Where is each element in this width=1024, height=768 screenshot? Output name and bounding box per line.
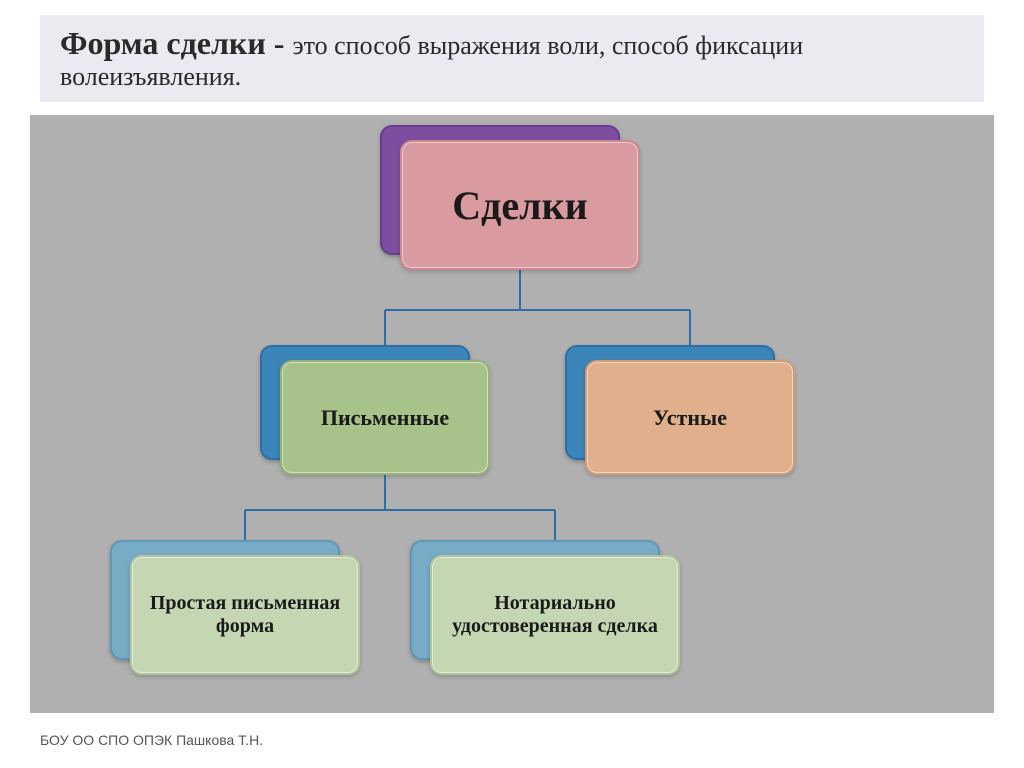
root-label: Сделки	[452, 182, 587, 229]
title-bar: Форма сделки - это способ выражения воли…	[40, 15, 984, 102]
oral-label: Устные	[653, 405, 727, 431]
simple-node: Простая письменная форма	[130, 555, 360, 675]
simple-label: Простая письменная форма	[140, 592, 350, 638]
notary-node: Нотариально удостоверенная сделка	[430, 555, 680, 675]
notary-label: Нотариально удостоверенная сделка	[440, 592, 670, 638]
written-node: Письменные	[280, 360, 490, 475]
oral-node: Устные	[585, 360, 795, 475]
footer-text: БОУ ОО СПО ОПЭК Пашкова Т.Н.	[40, 732, 263, 748]
root-node: Сделки	[400, 140, 640, 270]
written-label: Письменные	[321, 405, 449, 431]
title-strong: Форма сделки -	[60, 25, 292, 61]
diagram-canvas: Сделки Письменные Устные Простая письмен…	[30, 115, 994, 713]
